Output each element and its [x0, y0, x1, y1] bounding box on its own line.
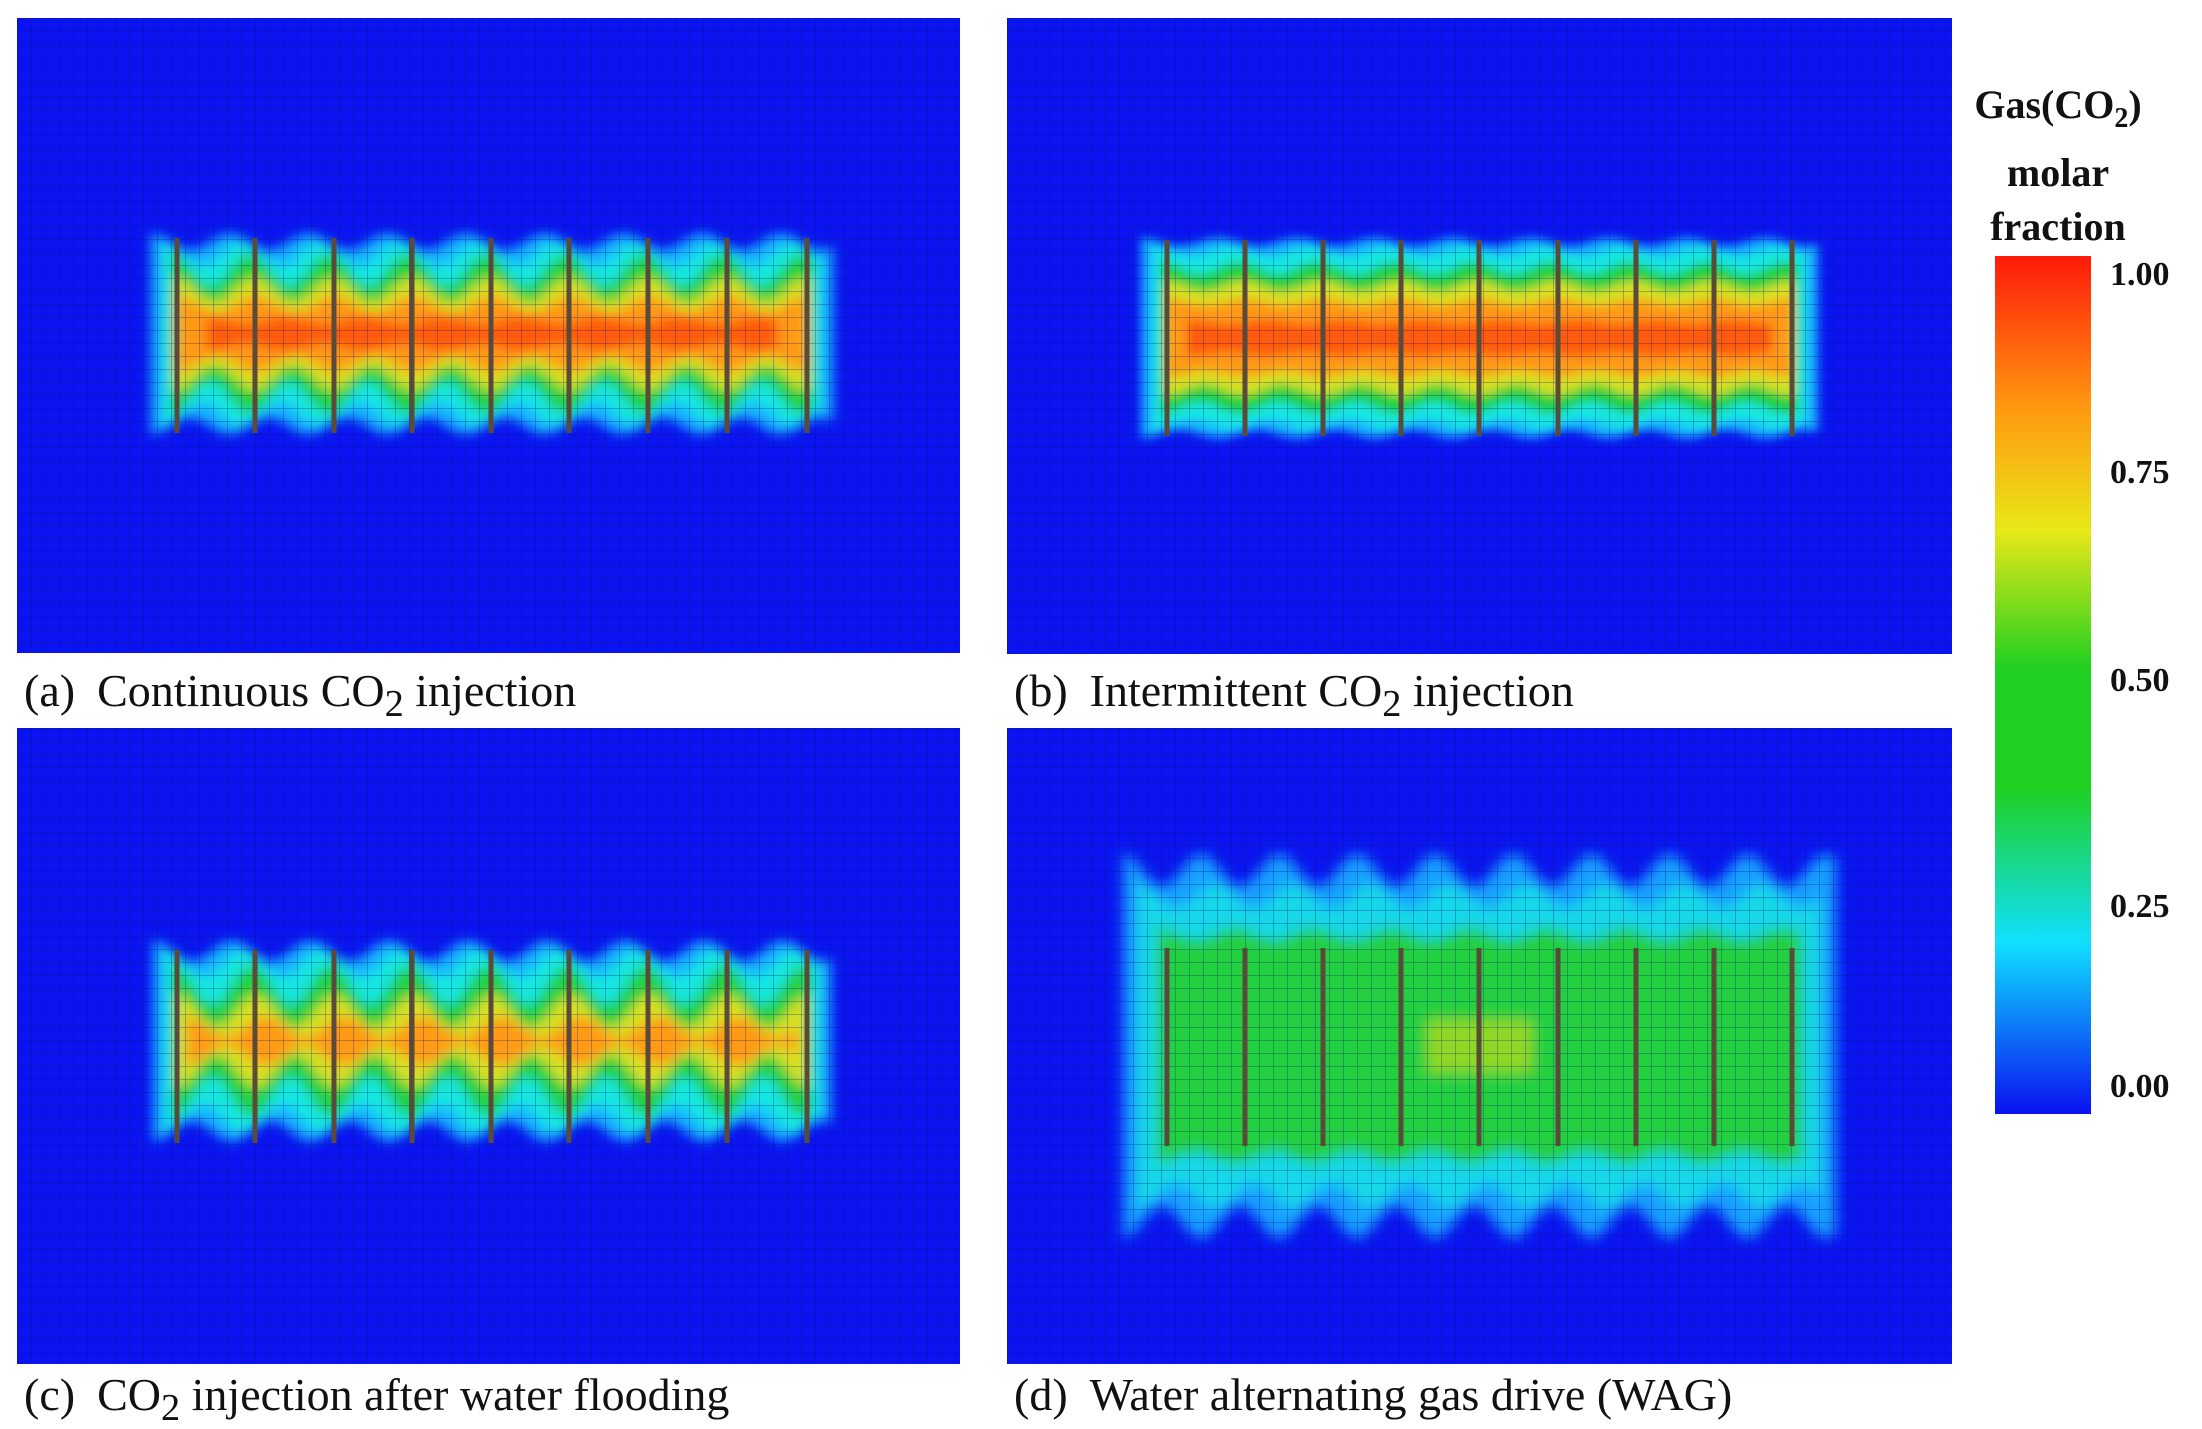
colorbar-title: Gas(CO2) molar fraction — [1928, 78, 2188, 254]
colorbar-title-line1: Gas(CO2) — [1974, 82, 2142, 134]
caption-c-sub: 2 — [160, 1387, 181, 1429]
caption-b-text: Intermittent CO — [1089, 665, 1383, 716]
colorbar-tick-0-00: 0.00 — [2110, 1068, 2170, 1105]
colorbar-tick-0-25: 0.25 — [2110, 888, 2170, 925]
colorbar-tick-0-50: 0.50 — [2110, 662, 2170, 699]
caption-a-sub: 2 — [384, 683, 404, 726]
colorbar-title-line2: molar — [2006, 150, 2110, 195]
caption-d: (d) Water alternating gas drive (WAG) — [1014, 1372, 1732, 1428]
caption-d-letter: (d) — [1014, 1369, 1068, 1420]
colorbar-tick-0-75: 0.75 — [2110, 454, 2170, 491]
panel-b-intermittent-map — [1007, 18, 1952, 654]
caption-a: (a) Continuous CO2 injection — [24, 668, 576, 724]
panel-c-after-waterflood-map — [17, 728, 960, 1364]
caption-a-text: Continuous CO — [97, 665, 385, 716]
caption-a-letter: (a) — [24, 665, 76, 716]
caption-b: (b) Intermittent CO2 injection — [1014, 668, 1574, 724]
colorbar-title-line3: fraction — [1990, 204, 2126, 249]
panel-d-wag-map — [1007, 728, 1952, 1364]
caption-c-letter: (c) — [24, 1369, 76, 1420]
colorbar-tick-1-00: 1.00 — [2110, 256, 2170, 293]
caption-c: (c) CO2 injection after water flooding — [24, 1372, 729, 1428]
caption-a-text-post: injection — [403, 665, 577, 716]
colorbar-gradient — [1995, 256, 2091, 1114]
caption-b-letter: (b) — [1014, 665, 1068, 716]
caption-c-text-post: injection after water flooding — [180, 1369, 730, 1420]
caption-b-sub: 2 — [1382, 683, 1402, 726]
caption-d-text: Water alternating gas drive (WAG) — [1089, 1369, 1733, 1420]
panel-a-continuous-map — [17, 18, 960, 653]
caption-b-text-post: injection — [1401, 665, 1574, 716]
caption-c-text: CO — [97, 1369, 161, 1420]
